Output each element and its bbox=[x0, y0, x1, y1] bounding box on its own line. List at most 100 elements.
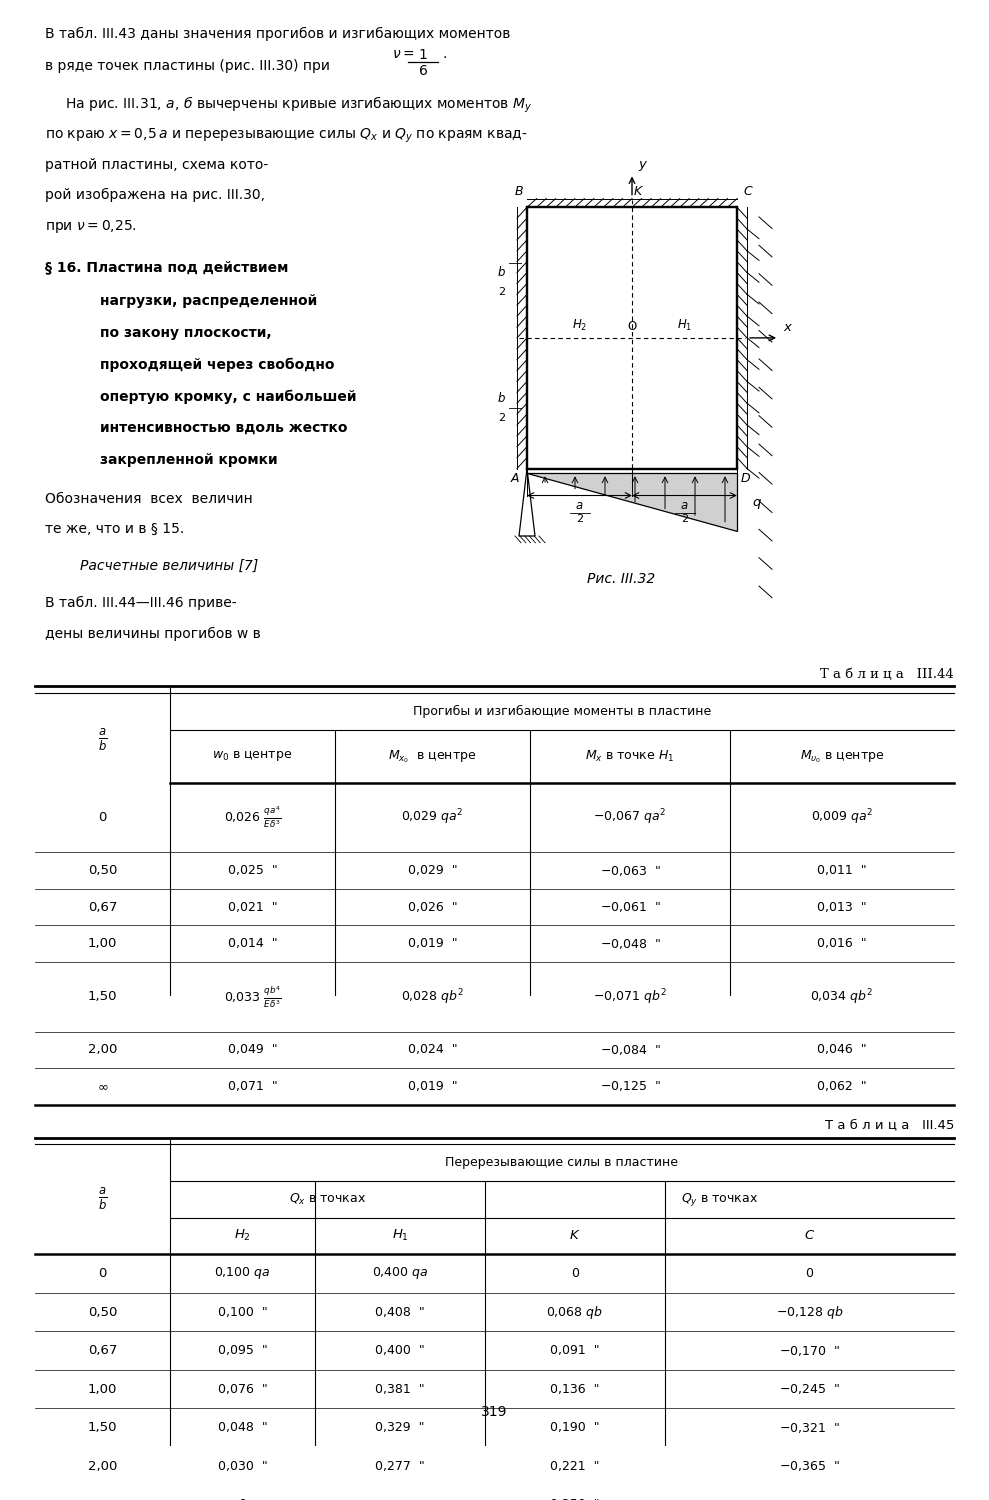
Text: $-$0,084  ": $-$0,084 " bbox=[599, 1042, 661, 1058]
Text: 1,00: 1,00 bbox=[88, 938, 117, 951]
Text: В табл. III.44—III.46 приве-: В табл. III.44—III.46 приве- bbox=[45, 596, 236, 610]
Text: 2,00: 2,00 bbox=[88, 1460, 117, 1473]
Text: $-$0,500  ": $-$0,500 " bbox=[779, 1498, 840, 1500]
Text: Рис. III.32: Рис. III.32 bbox=[586, 572, 655, 586]
Text: $M_{\upsilon_0}$ в центре: $M_{\upsilon_0}$ в центре bbox=[800, 748, 884, 765]
Text: 0,030  ": 0,030 " bbox=[218, 1460, 267, 1473]
Text: 0,034 $qb^2$: 0,034 $qb^2$ bbox=[810, 987, 873, 1006]
Text: 0,028 $qb^2$: 0,028 $qb^2$ bbox=[401, 987, 464, 1006]
Text: 0,029  ": 0,029 " bbox=[407, 864, 457, 877]
Text: 0: 0 bbox=[238, 1498, 246, 1500]
Text: 2,00: 2,00 bbox=[88, 1044, 117, 1056]
Text: 0,67: 0,67 bbox=[88, 900, 117, 914]
Text: $\infty$: $\infty$ bbox=[97, 1498, 108, 1500]
Text: a: a bbox=[576, 500, 584, 513]
Text: 0,048  ": 0,048 " bbox=[218, 1420, 267, 1434]
Text: $-$0,365  ": $-$0,365 " bbox=[779, 1460, 840, 1473]
Text: $H_2$: $H_2$ bbox=[572, 318, 587, 333]
Text: $-$0,067 $qa^2$: $-$0,067 $qa^2$ bbox=[593, 807, 667, 828]
Text: 0,049  ": 0,049 " bbox=[227, 1044, 277, 1056]
Text: 0,50: 0,50 bbox=[88, 1305, 117, 1318]
Text: 0,011  ": 0,011 " bbox=[817, 864, 866, 877]
Text: 0,026  ": 0,026 " bbox=[407, 900, 457, 914]
Text: 0,024  ": 0,024 " bbox=[407, 1044, 457, 1056]
Text: 0,400  ": 0,400 " bbox=[375, 1344, 425, 1358]
Text: Т а б л и ц а   III.44: Т а б л и ц а III.44 bbox=[820, 668, 954, 681]
Text: в ряде точек пластины (рис. III.30) при: в ряде точек пластины (рис. III.30) при bbox=[45, 58, 330, 74]
Text: 0,019  ": 0,019 " bbox=[407, 938, 457, 951]
Text: $H_1$: $H_1$ bbox=[676, 318, 692, 333]
Text: 0,50: 0,50 bbox=[88, 864, 117, 877]
Text: 0,013  ": 0,013 " bbox=[817, 900, 866, 914]
Text: 2: 2 bbox=[497, 286, 505, 297]
Text: 6: 6 bbox=[418, 63, 427, 78]
Text: 1,00: 1,00 bbox=[88, 1383, 117, 1395]
Text: 0,136  ": 0,136 " bbox=[550, 1383, 599, 1395]
Text: 0,381  ": 0,381 " bbox=[375, 1383, 425, 1395]
Text: Перерезывающие силы в пластине: Перерезывающие силы в пластине bbox=[445, 1156, 678, 1168]
Text: $-$0,125  ": $-$0,125 " bbox=[599, 1080, 661, 1094]
Text: 0,029 $qa^2$: 0,029 $qa^2$ bbox=[402, 807, 464, 828]
Text: по закону плоскости,: по закону плоскости, bbox=[100, 326, 272, 340]
Text: 2: 2 bbox=[681, 514, 688, 523]
Text: 0: 0 bbox=[805, 1268, 814, 1280]
Text: интенсивностью вдоль жестко: интенсивностью вдоль жестко bbox=[100, 422, 347, 435]
Text: 0,062  ": 0,062 " bbox=[817, 1080, 866, 1094]
Text: В табл. III.43 даны значения прогибов и изгибающих моментов: В табл. III.43 даны значения прогибов и … bbox=[45, 27, 510, 40]
Text: D: D bbox=[741, 472, 751, 486]
Text: b: b bbox=[497, 266, 505, 279]
Text: 0,068 $qb$: 0,068 $qb$ bbox=[547, 1304, 603, 1320]
Text: $M_{x_0}$  в центре: $M_{x_0}$ в центре bbox=[389, 748, 477, 765]
Text: $K$: $K$ bbox=[570, 1230, 581, 1242]
Text: 0,033 $\frac{qb^4}{E\delta^3}$: 0,033 $\frac{qb^4}{E\delta^3}$ bbox=[224, 984, 281, 1010]
Text: 0,009 $qa^2$: 0,009 $qa^2$ bbox=[811, 807, 873, 828]
Text: K: K bbox=[634, 184, 642, 198]
Text: 0,329  ": 0,329 " bbox=[375, 1420, 424, 1434]
Text: $-$0,321  ": $-$0,321 " bbox=[779, 1420, 840, 1434]
Text: O: O bbox=[627, 320, 637, 333]
Text: $Q_x$ в точках: $Q_x$ в точках bbox=[289, 1191, 366, 1208]
Text: § 16. Пластина под действием: § 16. Пластина под действием bbox=[45, 261, 289, 274]
Text: $-$0,245  ": $-$0,245 " bbox=[779, 1382, 840, 1396]
Text: 1: 1 bbox=[418, 48, 427, 62]
Text: 1,50: 1,50 bbox=[88, 1420, 118, 1434]
Text: 0,091  ": 0,091 " bbox=[550, 1344, 599, 1358]
Text: b: b bbox=[497, 392, 505, 405]
Text: 0: 0 bbox=[98, 1268, 107, 1280]
Text: 0: 0 bbox=[98, 812, 107, 824]
Text: $\frac{a}{b}$: $\frac{a}{b}$ bbox=[98, 1186, 107, 1212]
Text: $\frac{a}{b}$: $\frac{a}{b}$ bbox=[98, 728, 107, 753]
Text: 0,400 $qa$: 0,400 $qa$ bbox=[372, 1266, 428, 1281]
Text: x: x bbox=[783, 321, 791, 334]
Text: C: C bbox=[743, 184, 752, 198]
Text: y: y bbox=[638, 158, 646, 171]
Text: 0,277  ": 0,277 " bbox=[375, 1460, 425, 1473]
Text: $\infty$: $\infty$ bbox=[97, 1080, 108, 1094]
Text: $-$0,063  ": $-$0,063 " bbox=[599, 864, 661, 877]
Text: 2: 2 bbox=[576, 514, 584, 523]
Text: 2: 2 bbox=[497, 413, 505, 423]
Text: Т а б л и ц а   III.45: Т а б л и ц а III.45 bbox=[825, 1119, 954, 1132]
Text: при $\nu{=}0{,}25$.: при $\nu{=}0{,}25$. bbox=[45, 217, 136, 236]
Text: 0,67: 0,67 bbox=[88, 1344, 117, 1358]
Text: 0,190  ": 0,190 " bbox=[550, 1420, 599, 1434]
Text: $H_1$: $H_1$ bbox=[392, 1228, 408, 1244]
Text: .: . bbox=[442, 46, 446, 62]
Text: 319: 319 bbox=[482, 1406, 507, 1419]
Text: 0,071  ": 0,071 " bbox=[227, 1080, 277, 1094]
Text: Прогибы и изгибающие моменты в пластине: Прогибы и изгибающие моменты в пластине bbox=[412, 705, 711, 718]
Text: Обозначения  всех  величин: Обозначения всех величин bbox=[45, 492, 253, 506]
Text: Расчетные величины [7]: Расчетные величины [7] bbox=[80, 560, 258, 573]
Text: $H_2$: $H_2$ bbox=[234, 1228, 251, 1244]
Text: $-$0,071 $qb^2$: $-$0,071 $qb^2$ bbox=[593, 987, 667, 1006]
Text: 0,026 $\frac{qa^4}{E\delta^3}$: 0,026 $\frac{qa^4}{E\delta^3}$ bbox=[224, 804, 281, 831]
Text: проходящей через свободно: проходящей через свободно bbox=[100, 357, 334, 372]
Text: $\nu =$: $\nu =$ bbox=[392, 46, 414, 62]
Text: 0,025  ": 0,025 " bbox=[227, 864, 277, 877]
Text: 0,016  ": 0,016 " bbox=[817, 938, 866, 951]
Text: закрепленной кромки: закрепленной кромки bbox=[100, 453, 278, 466]
Text: $-$0,061  ": $-$0,061 " bbox=[599, 900, 661, 914]
Text: по краю $x{=}0{,}5\,a$ и перерезывающие силы $Q_x$ и $Q_y$ по краям квад-: по краю $x{=}0{,}5\,a$ и перерезывающие … bbox=[45, 126, 528, 144]
Text: 0,021  ": 0,021 " bbox=[227, 900, 277, 914]
Text: 0,019  ": 0,019 " bbox=[407, 1080, 457, 1094]
